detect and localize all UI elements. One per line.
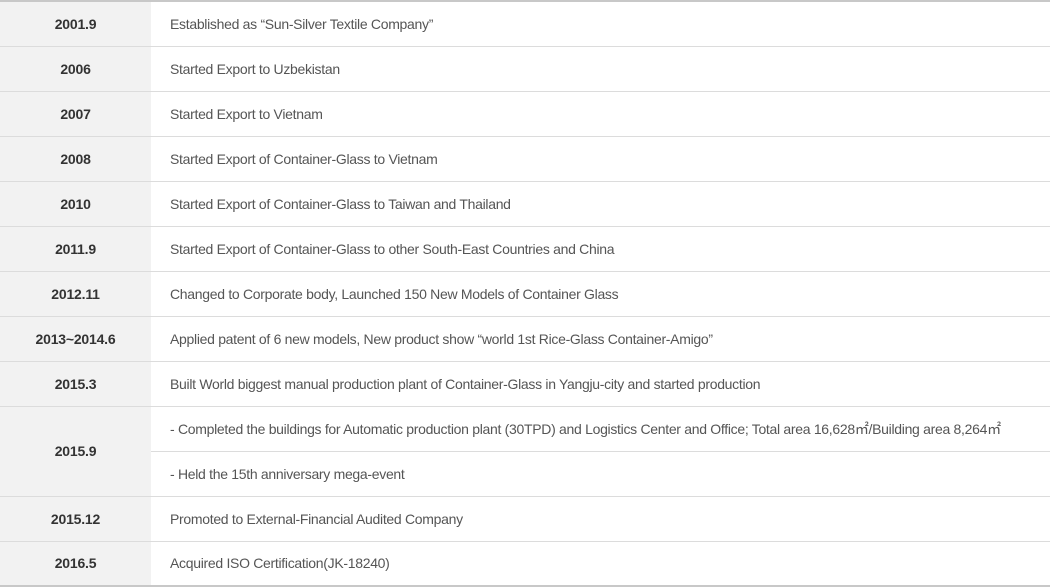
year-cell: 2011.9 (0, 225, 151, 271)
table-row: 2015.12 Promoted to External-Financial A… (0, 495, 1050, 541)
event-cell: Started Export to Uzbekistan (151, 45, 1050, 91)
table-row: 2001.9 Established as “Sun-Silver Textil… (0, 1, 1050, 46)
table-row: 2006 Started Export to Uzbekistan (0, 45, 1050, 91)
year-cell: 2006 (0, 45, 151, 91)
event-cell: Started Export of Container-Glass to Tai… (151, 180, 1050, 226)
event-cell: Started Export of Container-Glass to Vie… (151, 135, 1050, 181)
table-row: 2013~2014.6 Applied patent of 6 new mode… (0, 315, 1050, 361)
year-cell: 2010 (0, 180, 151, 226)
event-cell: Acquired ISO Certification(JK-18240) (151, 540, 1050, 586)
table-row: 2010 Started Export of Container-Glass t… (0, 180, 1050, 226)
table-row: 2015.9 - Completed the buildings for Aut… (0, 405, 1050, 496)
event-cell: Built World biggest manual production pl… (151, 360, 1050, 406)
event-cell: Started Export to Vietnam (151, 90, 1050, 136)
event-cell: Started Export of Container-Glass to oth… (151, 225, 1050, 271)
table-row: - Held the 15th anniversary mega-event (0, 450, 1050, 496)
table-row: 2011.9 Started Export of Container-Glass… (0, 225, 1050, 271)
event-cell: - Completed the buildings for Automatic … (151, 405, 1050, 451)
year-cell: 2015.12 (0, 495, 151, 541)
year-cell: 2013~2014.6 (0, 315, 151, 361)
year-cell: 2016.5 (0, 540, 151, 586)
event-cell: Changed to Corporate body, Launched 150 … (151, 270, 1050, 316)
event-cell: Promoted to External-Financial Audited C… (151, 495, 1050, 541)
year-cell: 2015.9 (0, 405, 151, 496)
year-cell: 2001.9 (0, 1, 151, 46)
table-row: 2012.11 Changed to Corporate body, Launc… (0, 270, 1050, 316)
event-cell: - Held the 15th anniversary mega-event (151, 450, 1050, 496)
event-cell: Applied patent of 6 new models, New prod… (151, 315, 1050, 361)
year-cell: 2007 (0, 90, 151, 136)
table-row: 2015.3 Built World biggest manual produc… (0, 360, 1050, 406)
table-row: 2016.5 Acquired ISO Certification(JK-182… (0, 540, 1050, 586)
table-row: 2007 Started Export to Vietnam (0, 90, 1050, 136)
event-cell: Established as “Sun-Silver Textile Compa… (170, 15, 434, 32)
year-cell: 2015.3 (0, 360, 151, 406)
year-cell: 2008 (0, 135, 151, 181)
table-row: 2008 Started Export of Container-Glass t… (0, 135, 1050, 181)
year-cell: 2012.11 (0, 270, 151, 316)
